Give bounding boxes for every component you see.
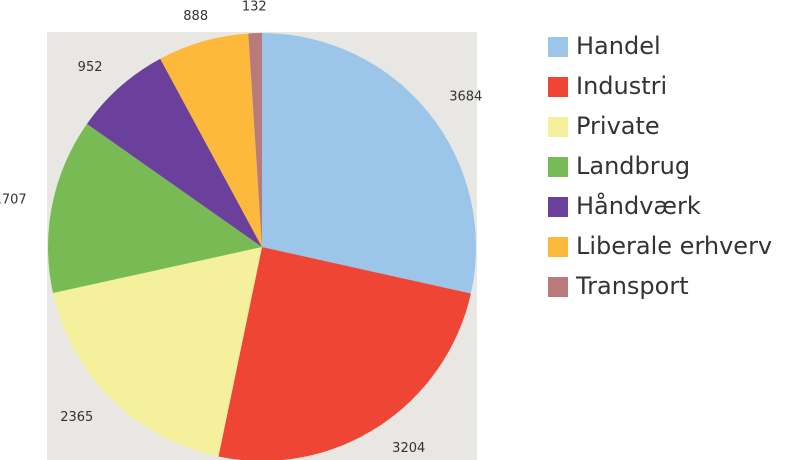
pie-slice [53, 247, 262, 457]
data-label: 952 [78, 60, 103, 75]
pie-slice [160, 33, 262, 247]
data-label: 3204 [392, 441, 425, 456]
data-label: 2365 [60, 410, 93, 425]
pie-slice [48, 123, 262, 294]
data-label: 1707 [0, 192, 27, 207]
pie-slice [86, 58, 262, 247]
pie-slice [262, 33, 476, 294]
pie-slice [218, 247, 471, 460]
data-label: 888 [183, 9, 208, 24]
legend-swatch [548, 157, 568, 177]
legend-label: Private [576, 112, 660, 140]
legend-label: Industri [576, 72, 667, 100]
legend-swatch [548, 77, 568, 97]
pie-slice [248, 33, 262, 247]
legend-swatch [548, 277, 568, 297]
legend-label: Liberale erhverv [576, 232, 772, 260]
legend-swatch [548, 197, 568, 217]
legend-label: Landbrug [576, 152, 690, 180]
legend-swatch [548, 37, 568, 57]
legend-label: Handel [576, 32, 661, 60]
legend-swatch [548, 117, 568, 137]
data-label: 132 [242, 0, 267, 15]
legend-label: Håndværk [576, 191, 701, 220]
legend-label: Transport [575, 272, 689, 300]
legend-swatch [548, 237, 568, 257]
data-label: 3684 [449, 89, 482, 104]
